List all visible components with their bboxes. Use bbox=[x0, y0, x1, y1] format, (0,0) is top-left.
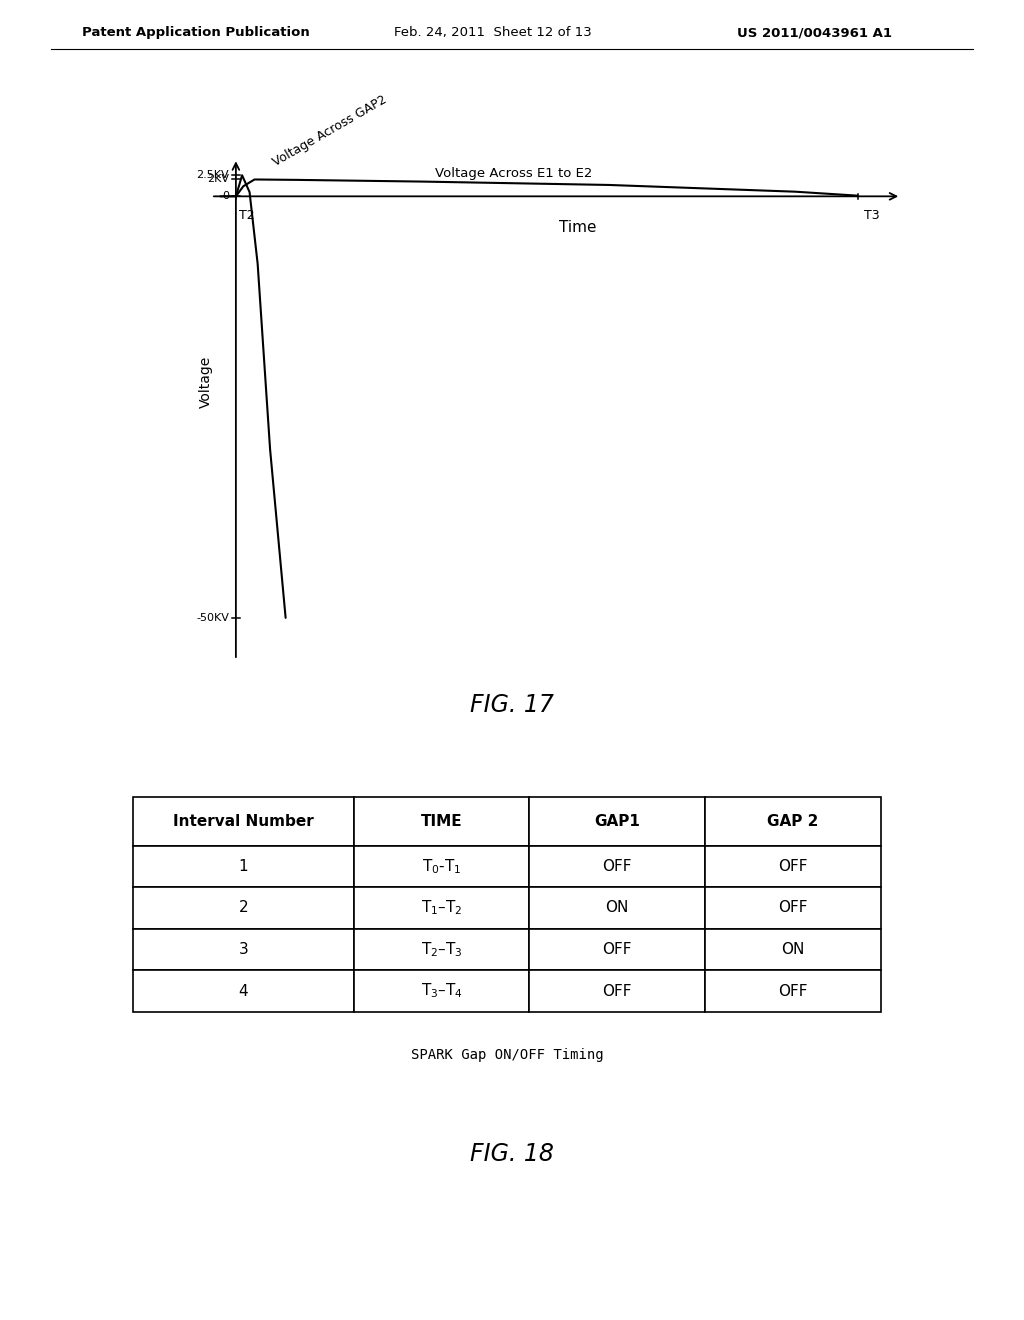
Text: FIG. 18: FIG. 18 bbox=[470, 1142, 554, 1166]
Text: Time: Time bbox=[559, 220, 597, 235]
Text: Voltage Across GAP2: Voltage Across GAP2 bbox=[270, 94, 389, 169]
Text: FIG. 17: FIG. 17 bbox=[470, 693, 554, 717]
Text: Patent Application Publication: Patent Application Publication bbox=[82, 26, 309, 40]
Text: Feb. 24, 2011  Sheet 12 of 13: Feb. 24, 2011 Sheet 12 of 13 bbox=[394, 26, 592, 40]
Text: 0: 0 bbox=[222, 191, 229, 202]
Text: SPARK Gap ON/OFF Timing: SPARK Gap ON/OFF Timing bbox=[411, 1048, 603, 1063]
Text: US 2011/0043961 A1: US 2011/0043961 A1 bbox=[737, 26, 892, 40]
Text: T3: T3 bbox=[864, 209, 880, 222]
Text: 2.5KV: 2.5KV bbox=[197, 170, 229, 181]
Text: Voltage: Voltage bbox=[199, 355, 213, 408]
Text: -50KV: -50KV bbox=[197, 612, 229, 623]
Text: 2KV: 2KV bbox=[207, 174, 229, 185]
Text: Voltage Across E1 to E2: Voltage Across E1 to E2 bbox=[435, 168, 592, 181]
Text: T2: T2 bbox=[239, 209, 255, 222]
